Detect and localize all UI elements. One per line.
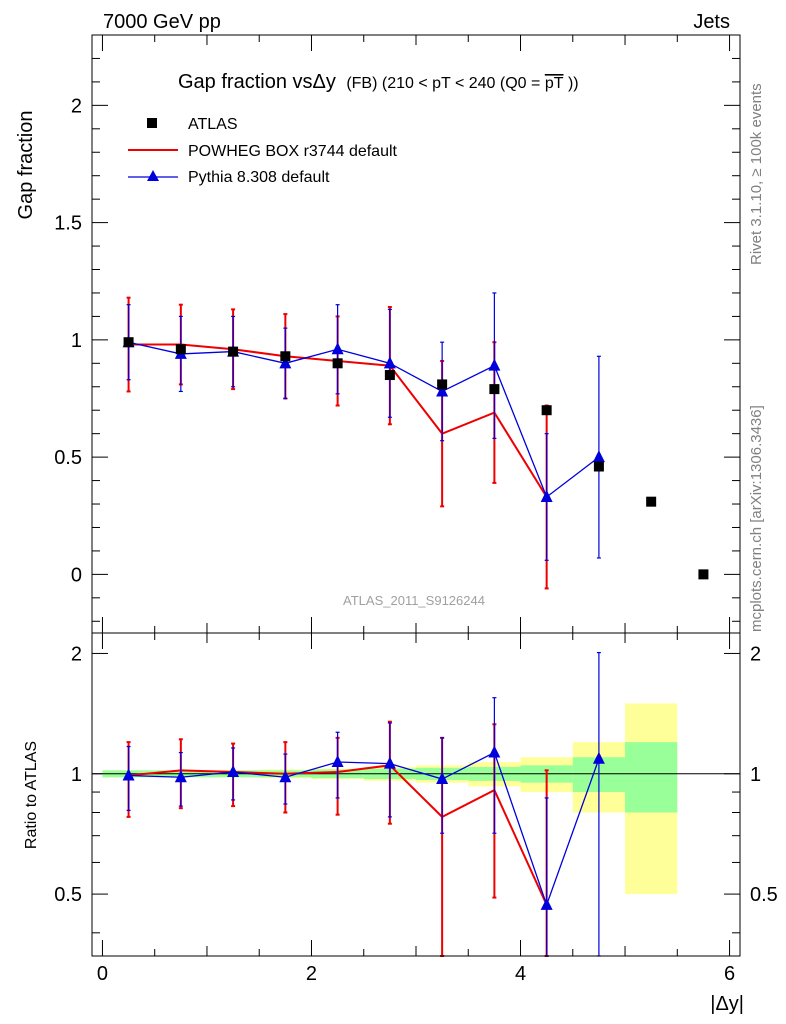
- ratio-pythia-point: [174, 770, 187, 783]
- x-tick-label: 4: [515, 963, 526, 985]
- y-tick-label: 0: [71, 564, 82, 586]
- ratio-band-inner: [625, 742, 678, 813]
- pythia-point: [279, 356, 292, 369]
- ratio-pythia-point: [540, 897, 553, 910]
- ratio-pythia-point: [279, 770, 292, 783]
- mcplots-label: mcplots.cern.ch [arXiv:1306.3436]: [748, 405, 765, 632]
- analysis-id: ATLAS_2011_S9126244: [343, 593, 485, 608]
- ratio-pythia-point: [592, 751, 605, 764]
- ratio-pythia-point: [331, 755, 344, 768]
- legend-atlas-marker: [147, 118, 157, 128]
- pythia-point: [331, 342, 344, 355]
- ratio-y-tick-label-right: 2: [750, 643, 761, 665]
- atlas-point: [175, 344, 186, 355]
- y-tick-label: 0.5: [54, 447, 82, 469]
- header-right: Jets: [693, 11, 730, 33]
- atlas-point: [228, 346, 239, 357]
- header-left: 7000 GeV pp: [103, 11, 221, 33]
- atlas-point: [123, 337, 134, 348]
- legend: ATLAS POWHEG BOX r3744 default Pythia 8.…: [128, 116, 398, 186]
- legend-pythia-marker: [147, 170, 159, 181]
- atlas-point: [489, 384, 500, 395]
- x-tick-label: 6: [724, 963, 735, 985]
- y-tick-label: 1.5: [54, 213, 82, 235]
- legend-pythia-label: Pythia 8.308 default: [188, 169, 330, 186]
- atlas-point: [593, 461, 604, 472]
- y-tick-label: 2: [71, 95, 82, 117]
- pythia-point: [383, 356, 396, 369]
- legend-atlas-label: ATLAS: [188, 116, 238, 133]
- atlas-point: [384, 370, 395, 381]
- ratio-pythia-point: [488, 745, 501, 758]
- ratio-y-tick-label: 0.5: [54, 884, 82, 906]
- atlas-point: [646, 496, 657, 507]
- pythia-line: [128, 341, 600, 499]
- pythia-point: [540, 489, 553, 502]
- ratio-y-axis-label: Ratio to ATLAS: [23, 741, 40, 849]
- ratio-y-tick-label: 2: [71, 643, 82, 665]
- ratio-y-tick-label-right: 0.5: [750, 884, 778, 906]
- ratio-pythia-point: [227, 765, 240, 778]
- atlas-point: [437, 379, 448, 390]
- ratio-pythia-point: [122, 768, 135, 781]
- x-tick-label: 0: [97, 963, 108, 985]
- ratio-pythia-point: [436, 772, 449, 785]
- y-tick-label: 1: [71, 330, 82, 352]
- pythia-point: [436, 384, 449, 397]
- x-axis-label: |Δy|: [710, 993, 744, 1015]
- atlas-point: [541, 405, 552, 416]
- x-tick-label: 2: [306, 963, 317, 985]
- pythia-point: [488, 358, 501, 371]
- ratio-y-tick-label-right: 1: [750, 764, 761, 786]
- ratio-y-tick-label: 1: [71, 764, 82, 786]
- ratio-pythia-point: [383, 756, 396, 769]
- ratio-pythia-line: [128, 751, 600, 907]
- rivet-label: Rivet 3.1.10, ≥ 100k events: [748, 83, 765, 265]
- atlas-point: [280, 351, 291, 362]
- atlas-point: [332, 358, 343, 369]
- y-axis-label: Gap fraction: [15, 111, 37, 220]
- pythia-point: [592, 450, 605, 463]
- atlas-point: [698, 569, 709, 580]
- ratio-panel-frame: [91, 632, 741, 957]
- chart-title: Gap fraction vsΔy (FB) (210 < pT < 240 (…: [178, 71, 579, 93]
- legend-powheg-label: POWHEG BOX r3744 default: [188, 143, 398, 160]
